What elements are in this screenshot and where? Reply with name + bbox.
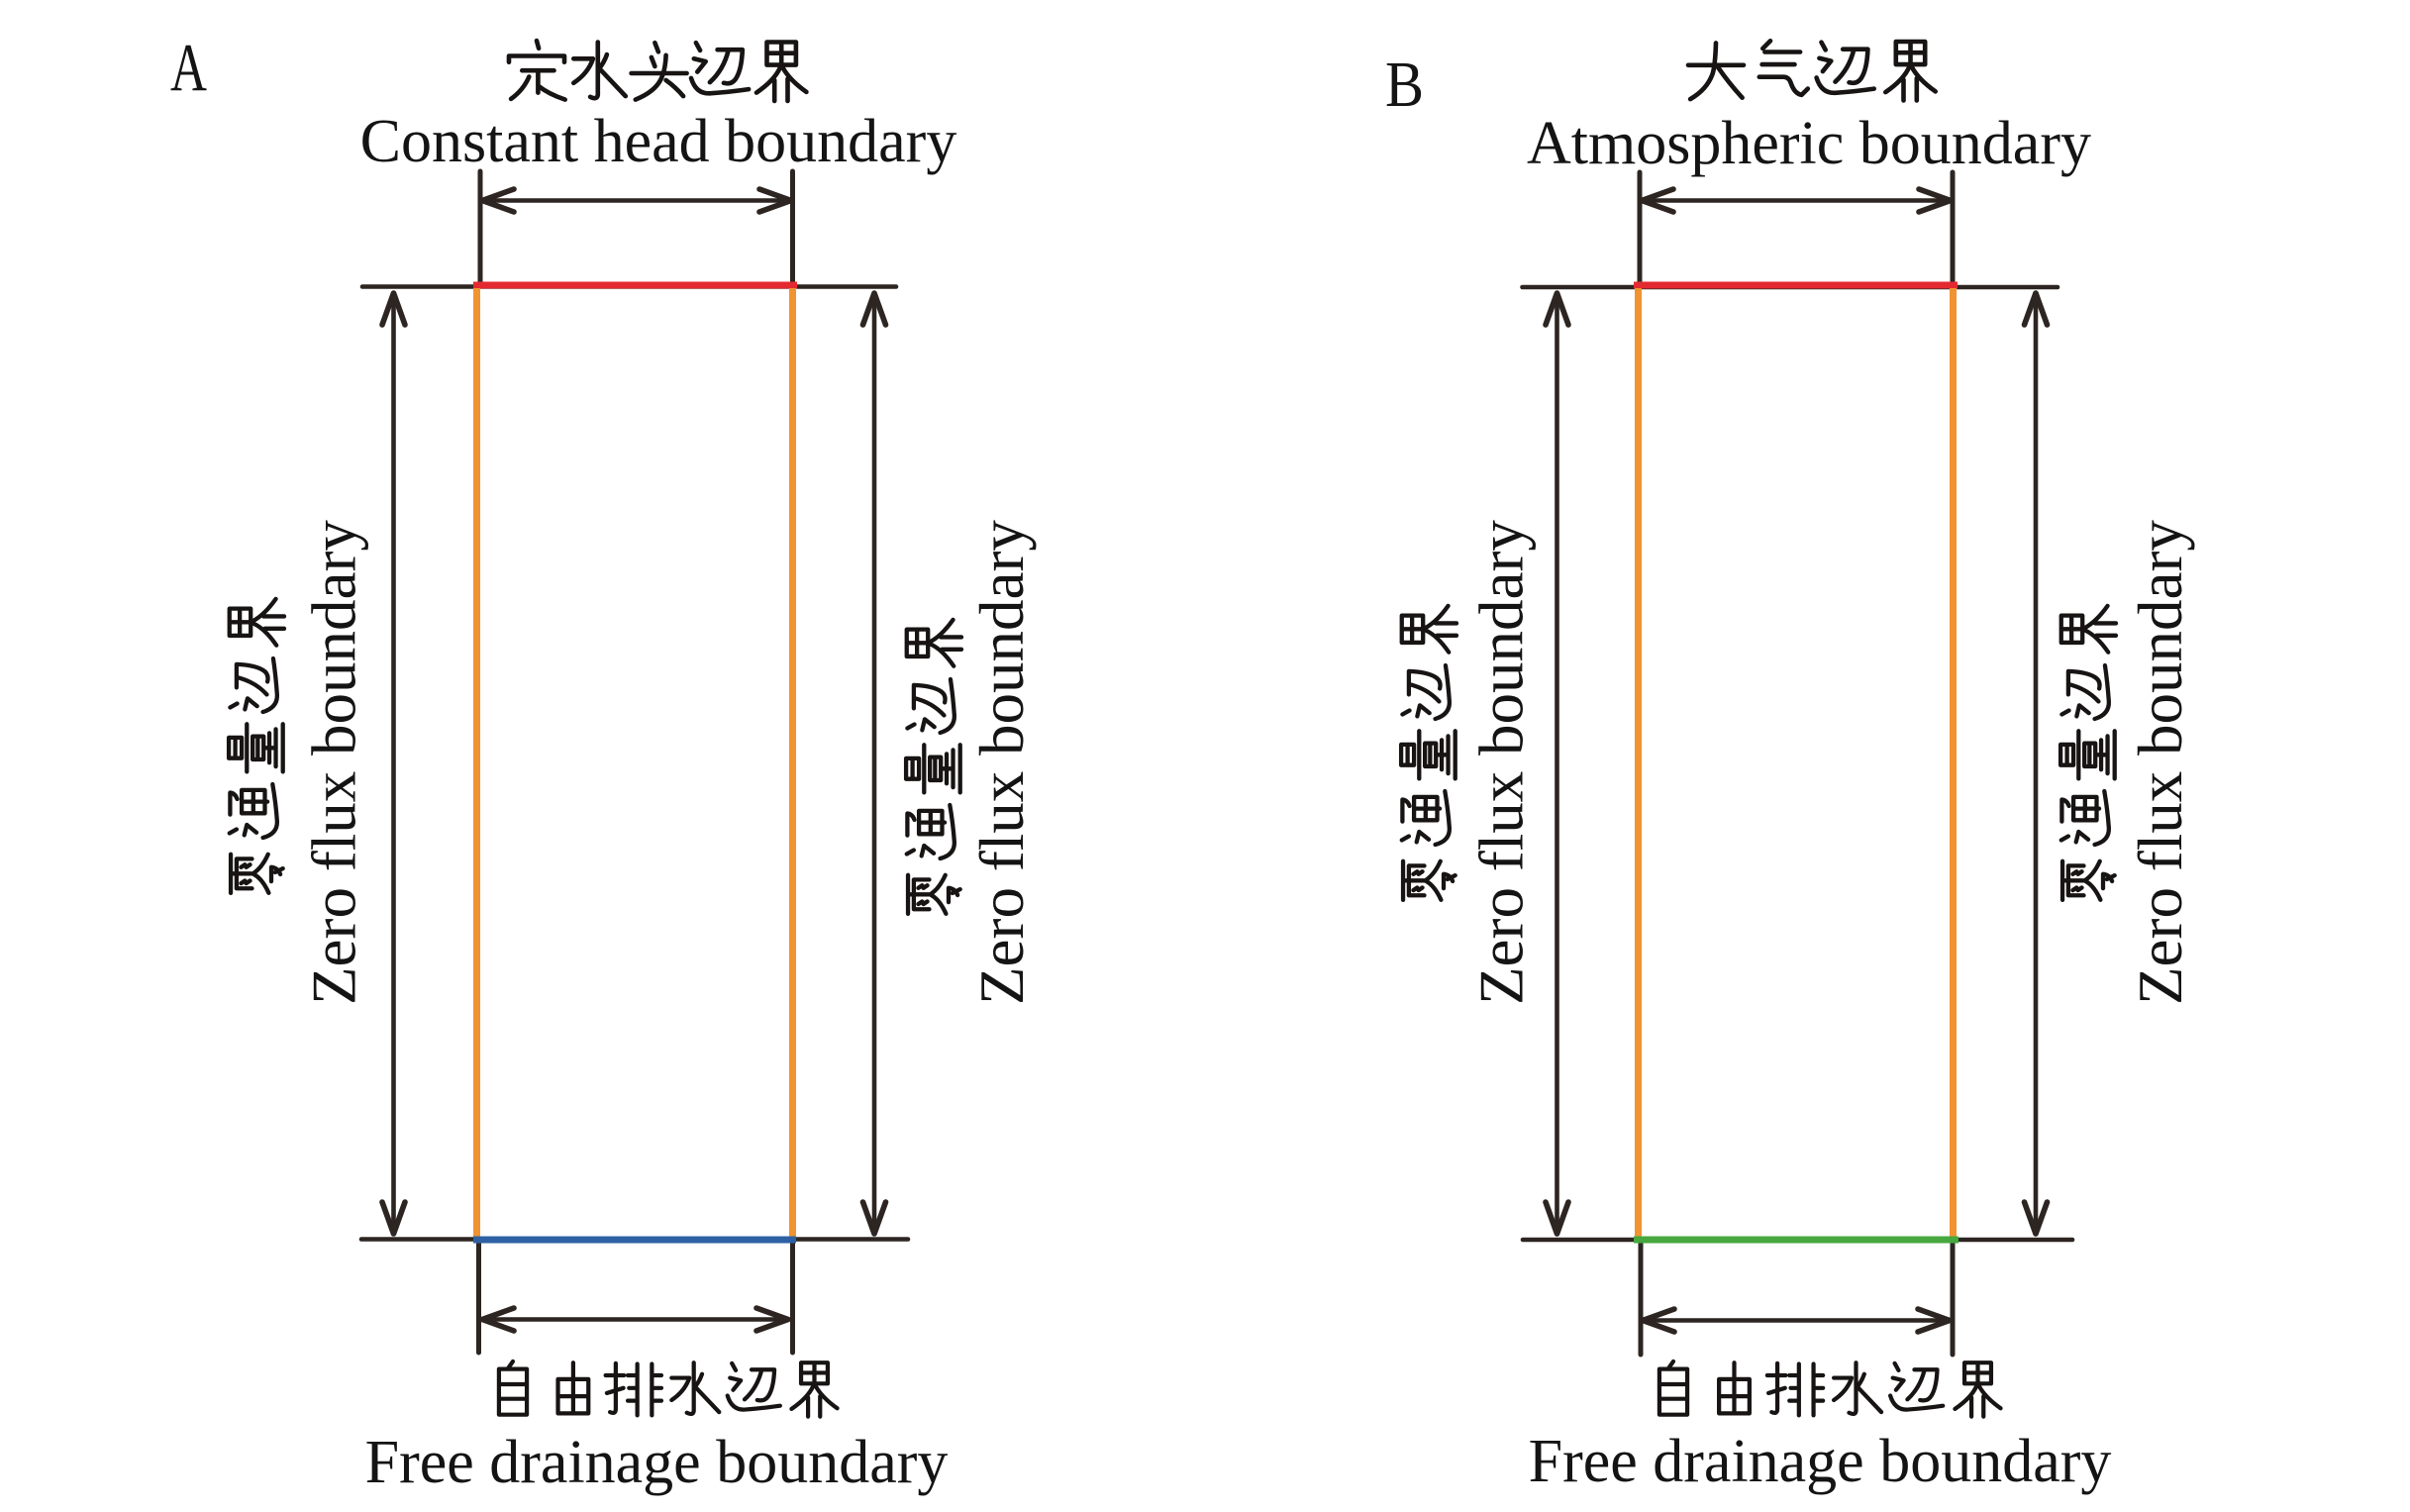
svg-text:Zero flux boundary: Zero flux boundary <box>967 520 1037 1005</box>
svg-text:Free drainage boundary: Free drainage boundary <box>1529 1428 2112 1495</box>
svg-text:Zero flux boundary: Zero flux boundary <box>1467 520 1537 1005</box>
svg-text:Constant head boundary: Constant head boundary <box>360 108 957 175</box>
svg-text:B: B <box>1385 49 1424 121</box>
svg-text:A: A <box>170 30 207 105</box>
svg-text:Free drainage boundary: Free drainage boundary <box>365 1429 949 1496</box>
svg-text:Zero flux boundary: Zero flux boundary <box>300 520 369 1005</box>
svg-text:Zero flux boundary: Zero flux boundary <box>2126 520 2195 1005</box>
svg-text:Atmospheric boundary: Atmospheric boundary <box>1527 110 2091 177</box>
